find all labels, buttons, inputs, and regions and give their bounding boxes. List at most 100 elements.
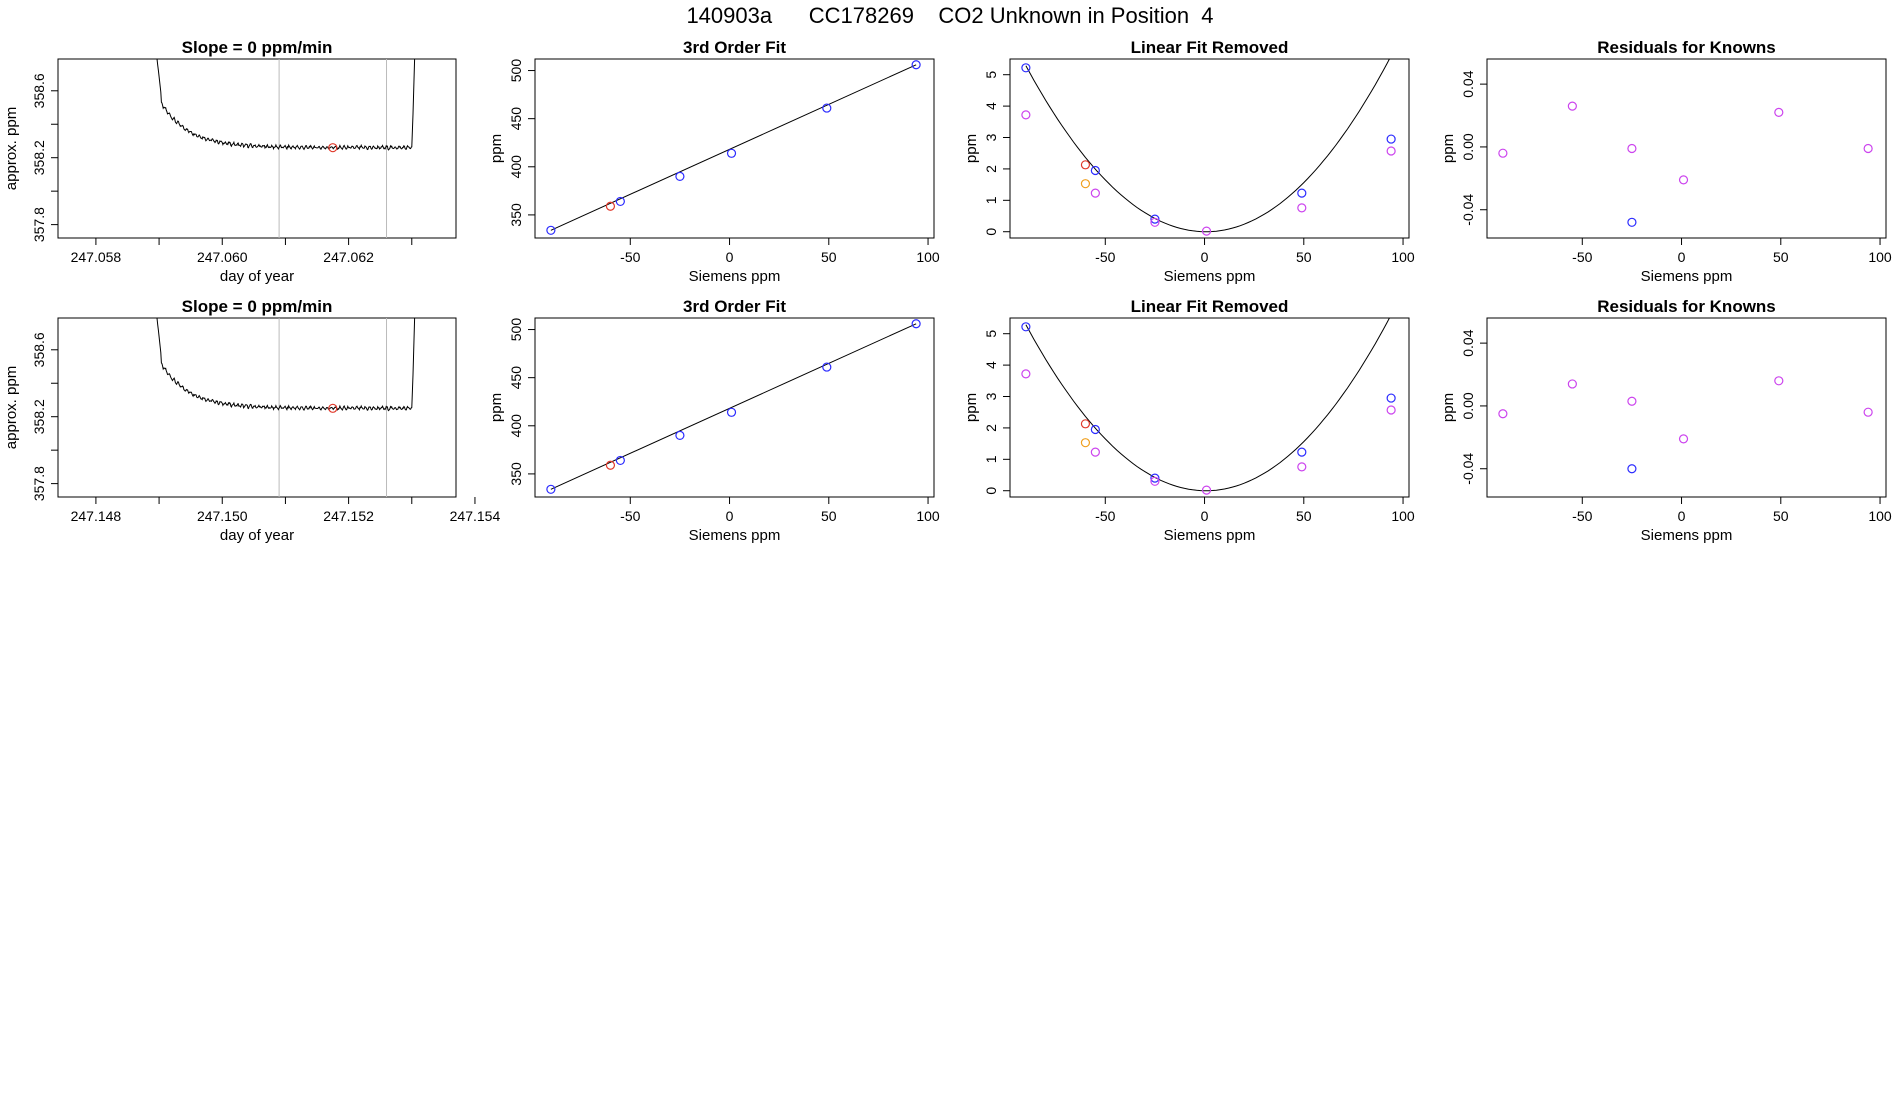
y-tick-label: 3 xyxy=(983,392,999,400)
data-point xyxy=(1627,143,1637,154)
data-point xyxy=(1150,473,1160,483)
y-tick-label: -0.04 xyxy=(1460,453,1476,485)
plot-frame xyxy=(1009,317,1410,498)
data-point xyxy=(605,460,616,470)
x-tick-label: 50 xyxy=(1296,249,1312,265)
data-point xyxy=(911,60,921,70)
plot-frame xyxy=(57,58,457,239)
data-point xyxy=(1150,476,1160,486)
data-point xyxy=(726,407,737,417)
data-layer xyxy=(546,319,921,494)
x-axis-label: Siemens ppm xyxy=(689,268,781,285)
x-axis-label: Siemens ppm xyxy=(689,527,781,544)
x-axis-label: Siemens ppm xyxy=(1164,268,1256,285)
data-point xyxy=(1297,447,1307,457)
data-layer xyxy=(1021,318,1396,495)
data-point xyxy=(1297,203,1307,213)
data-point xyxy=(615,196,625,207)
data-point xyxy=(1498,148,1508,158)
x-axis-label: Siemens ppm xyxy=(1164,527,1256,544)
x-tick-label: -50 xyxy=(1095,249,1115,265)
panel-row1-resid: Residuals for Knowns -50 0 50 100 -0.04 0.00 0.… xyxy=(1440,38,1892,285)
data-point xyxy=(1678,434,1689,444)
data-point xyxy=(1774,376,1784,386)
fit-line xyxy=(550,64,917,231)
data-layer xyxy=(156,59,416,238)
x-tick-label: 50 xyxy=(1773,249,1789,265)
x-tick-label: -50 xyxy=(1572,508,1592,524)
plot-frame xyxy=(57,317,457,498)
y-axis-label: ppm xyxy=(1440,134,1457,163)
panel-row1-linear: Linear Fit Removed -50 0 50 100 0 1 2 3 4 5 Siemens… xyxy=(963,38,1415,285)
x-tick-label: 50 xyxy=(821,508,837,524)
plot-frame xyxy=(534,58,935,239)
y-tick-label: 0.04 xyxy=(1460,329,1476,356)
x-axis-label: day of year xyxy=(220,268,294,285)
y-tick-label: 1 xyxy=(983,455,999,463)
y-tick-label: 400 xyxy=(508,155,524,179)
x-tick-label: 100 xyxy=(1868,508,1892,524)
y-tick-label: 0.00 xyxy=(1460,133,1476,160)
data-point xyxy=(1386,134,1396,144)
data-point xyxy=(1386,146,1396,156)
y-axis-label: ppm xyxy=(488,134,505,163)
y-tick-label: 3 xyxy=(983,133,999,141)
x-tick-label: 247.058 xyxy=(71,249,122,265)
data-point xyxy=(726,148,737,158)
fit-curve xyxy=(1025,59,1390,233)
y-axis-label: ppm xyxy=(488,393,505,422)
y-axis-label: ppm xyxy=(963,393,980,422)
data-point xyxy=(1201,485,1212,495)
fit-line xyxy=(550,323,917,490)
data-point xyxy=(675,430,685,441)
y-tick-label: 358.2 xyxy=(31,399,47,434)
settling-trace xyxy=(156,318,416,412)
panel-row2-fit: 3rd Order Fit -50 0 50 100 350 400 450 500 Siemen… xyxy=(488,297,940,544)
data-point xyxy=(1627,396,1637,406)
panel-row2-resid: Residuals for Knowns -50 0 50 100 -0.04 0.00 0.… xyxy=(1440,297,1892,544)
data-point xyxy=(605,201,616,211)
y-tick-label: 500 xyxy=(508,318,524,342)
data-point xyxy=(1627,217,1637,227)
x-tick-label: 0 xyxy=(1201,508,1209,524)
y-tick-label: 1 xyxy=(983,196,999,204)
y-tick-label: 358.2 xyxy=(31,140,47,175)
data-layer xyxy=(1021,59,1396,236)
y-tick-label: 2 xyxy=(983,424,999,432)
average-point xyxy=(328,403,338,413)
y-tick-label: 0.00 xyxy=(1460,392,1476,419)
data-point xyxy=(1386,393,1396,403)
y-tick-label: 350 xyxy=(508,203,524,227)
plot-title: Slope = 0 ppm/min xyxy=(182,38,333,57)
data-point xyxy=(1774,107,1784,117)
plot-title: Linear Fit Removed xyxy=(1131,297,1289,316)
data-point xyxy=(1567,379,1577,389)
data-point xyxy=(1021,110,1031,120)
x-tick-label: 100 xyxy=(1391,249,1415,265)
data-point xyxy=(1090,165,1100,176)
data-point xyxy=(1498,409,1508,419)
x-tick-label: 100 xyxy=(1868,249,1892,265)
x-tick-label: 0 xyxy=(726,249,734,265)
y-tick-label: 358.6 xyxy=(31,332,47,367)
data-point xyxy=(822,362,832,372)
data-point xyxy=(1150,217,1160,227)
x-tick-label: 100 xyxy=(1391,508,1415,524)
x-tick-label: 247.154 xyxy=(450,508,501,524)
data-point xyxy=(675,171,685,182)
data-point xyxy=(1080,438,1091,448)
data-point xyxy=(546,484,556,494)
x-tick-label: 247.152 xyxy=(323,508,374,524)
data-point xyxy=(1080,419,1091,429)
x-tick-label: 0 xyxy=(1678,249,1686,265)
y-tick-label: 0.04 xyxy=(1460,70,1476,97)
data-point xyxy=(1863,143,1873,154)
y-tick-label: 5 xyxy=(983,71,999,79)
x-tick-label: 0 xyxy=(1201,249,1209,265)
data-point xyxy=(1297,462,1307,472)
x-tick-label: 50 xyxy=(821,249,837,265)
data-point xyxy=(1021,369,1031,379)
x-tick-label: 100 xyxy=(916,249,940,265)
x-tick-label: 247.148 xyxy=(71,508,122,524)
